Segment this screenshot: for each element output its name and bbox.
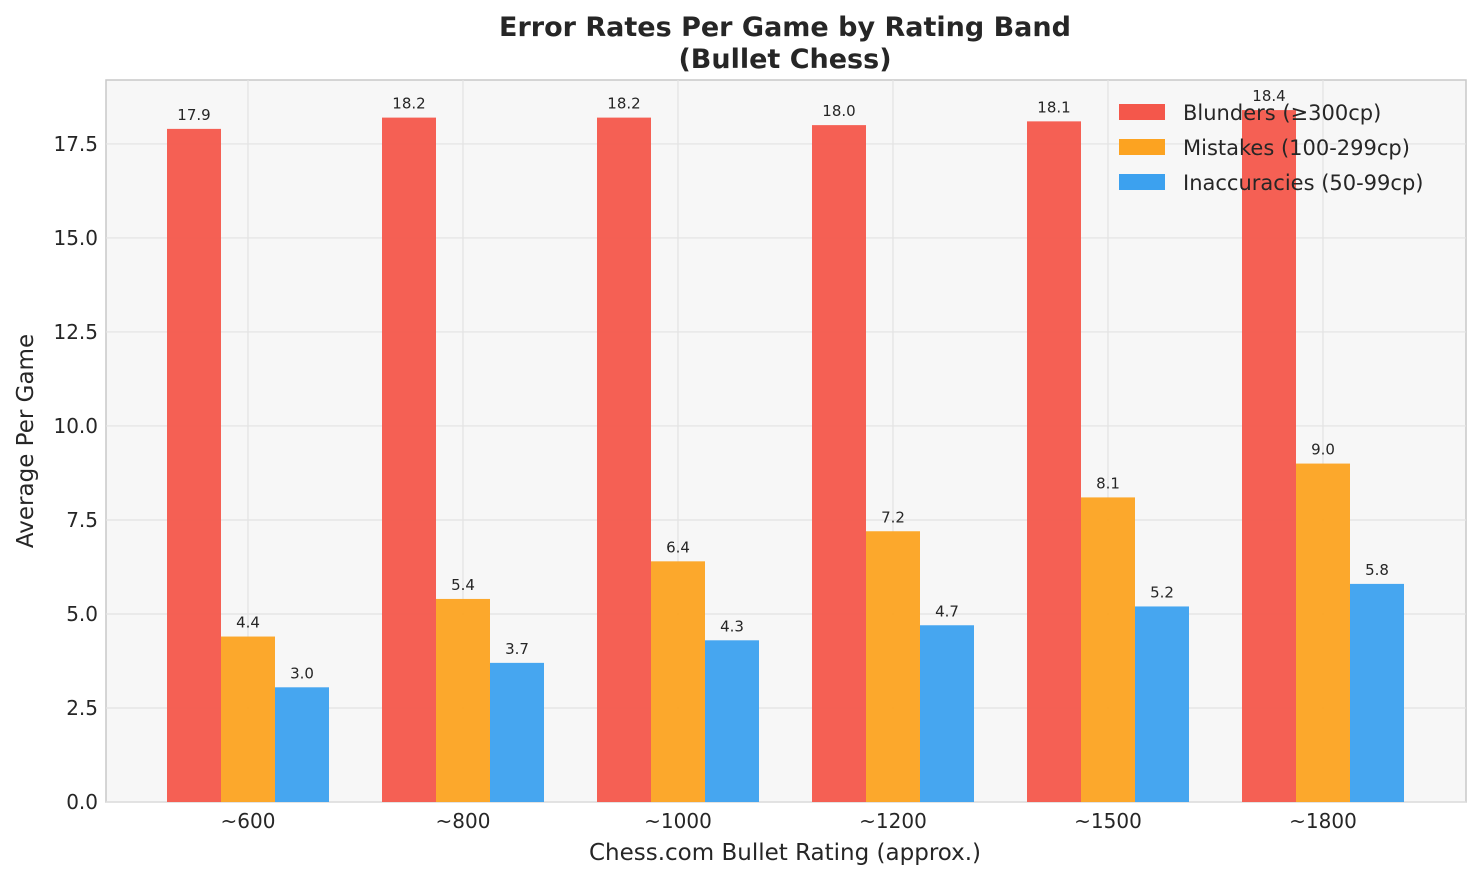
bar-value-label: 9.0 [1311, 441, 1335, 459]
grid-lines [106, 80, 1466, 803]
x-axis-ticks: ~600 ~800 ~1000 ~1200 ~1500 ~1800 [221, 809, 1357, 833]
bar-value-label: 18.2 [607, 95, 640, 113]
bar-2-0 [275, 687, 329, 802]
bar-value-label: 18.0 [822, 102, 855, 120]
bar-value-label: 17.9 [177, 106, 210, 124]
legend: Blunders (≥300cp) Mistakes (100-299cp) Ina… [1119, 101, 1423, 195]
bar-1-0 [221, 636, 275, 802]
bar-2-5 [1350, 583, 1404, 802]
x-axis-label: Chess.com Bullet Rating (approx.) [589, 840, 981, 866]
bar-1-2 [651, 561, 705, 802]
y-tick-label: 15.0 [53, 226, 98, 250]
bar-value-label: 5.2 [1150, 583, 1174, 601]
x-tick-label: ~1000 [644, 809, 712, 833]
bar-0-2 [597, 117, 651, 802]
plot-area [105, 79, 1467, 803]
bars [167, 110, 1404, 803]
y-tick-label: 10.0 [53, 414, 98, 438]
bar-1-4 [1081, 497, 1135, 802]
bar-value-label: 6.4 [666, 538, 690, 556]
y-tick-label: 17.5 [53, 132, 98, 156]
x-tick-label: ~800 [436, 809, 491, 833]
bar-0-4 [1027, 121, 1081, 803]
bar-value-label: 3.7 [505, 640, 529, 658]
y-tick-label: 5.0 [66, 602, 98, 626]
x-tick-label: ~1800 [1289, 809, 1357, 833]
bar-2-1 [490, 662, 544, 802]
legend-swatch [1119, 174, 1165, 190]
x-tick-label: ~1500 [1074, 809, 1142, 833]
y-tick-label: 7.5 [66, 508, 98, 532]
y-tick-label: 12.5 [53, 320, 98, 344]
x-tick-label: ~1200 [859, 809, 927, 833]
bar-value-label: 4.3 [720, 617, 744, 635]
legend-label: Mistakes (100-299cp) [1183, 136, 1410, 160]
y-tick-label: 2.5 [66, 696, 98, 720]
legend-label: Blunders (≥300cp) [1183, 101, 1381, 125]
y-tick-label: 0.0 [66, 790, 98, 814]
bar-2-3 [920, 625, 974, 802]
bar-value-label: 8.1 [1096, 474, 1120, 492]
chart-title-line2: (Bullet Chess) [678, 44, 891, 75]
bar-value-label: 4.7 [935, 602, 959, 620]
bar-value-label: 18.2 [392, 95, 425, 113]
bar-value-labels: 17.9 18.2 18.2 18.0 18.1 18.4 4.4 5.4 6.4 7.2 8.1 9… [177, 87, 1389, 682]
bar-1-5 [1296, 463, 1350, 802]
legend-swatch [1119, 139, 1165, 155]
bar-0-0 [167, 128, 221, 802]
bar-value-label: 5.4 [451, 576, 475, 594]
bar-value-label: 18.1 [1037, 98, 1070, 116]
legend-label: Inaccuracies (50-99cp) [1183, 171, 1423, 195]
y-axis-ticks: 0.0 2.5 5.0 7.5 10.0 12.5 15.0 17.5 [53, 132, 98, 814]
x-tick-label: ~600 [221, 809, 276, 833]
bar-value-label: 4.4 [236, 614, 260, 632]
bar-1-3 [866, 531, 920, 802]
bar-1-1 [436, 598, 490, 802]
bar-value-label: 5.8 [1365, 561, 1389, 579]
chart-title-line1: Error Rates Per Game by Rating Band [499, 12, 1071, 43]
bar-value-label: 18.4 [1252, 87, 1285, 105]
bar-value-label: 7.2 [881, 508, 905, 526]
bar-2-4 [1135, 606, 1189, 802]
legend-swatch [1119, 104, 1165, 120]
bar-2-2 [705, 640, 759, 802]
bar-0-1 [382, 117, 436, 802]
bar-value-label: 3.0 [290, 664, 314, 682]
y-axis-label: Average Per Game [13, 334, 39, 548]
bar-0-5 [1242, 110, 1296, 803]
bar-0-3 [812, 125, 866, 802]
